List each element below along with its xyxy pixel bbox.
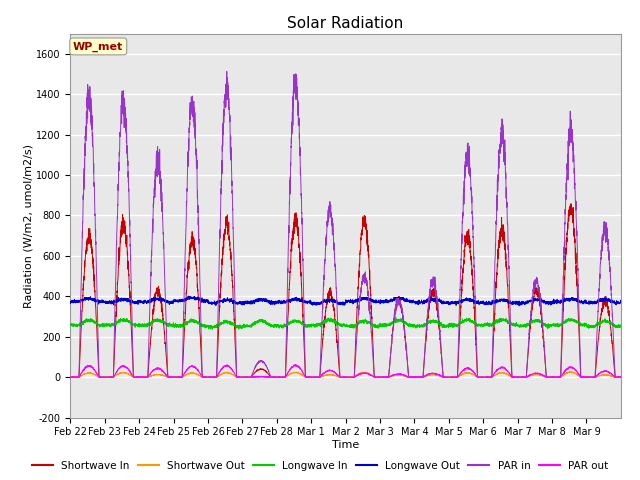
- Legend: Shortwave In, Shortwave Out, Longwave In, Longwave Out, PAR in, PAR out: Shortwave In, Shortwave Out, Longwave In…: [28, 456, 612, 475]
- X-axis label: Time: Time: [332, 440, 359, 450]
- Text: WP_met: WP_met: [73, 41, 124, 51]
- Title: Solar Radiation: Solar Radiation: [287, 16, 404, 31]
- Y-axis label: Radiation (W/m2, umol/m2/s): Radiation (W/m2, umol/m2/s): [23, 144, 33, 308]
